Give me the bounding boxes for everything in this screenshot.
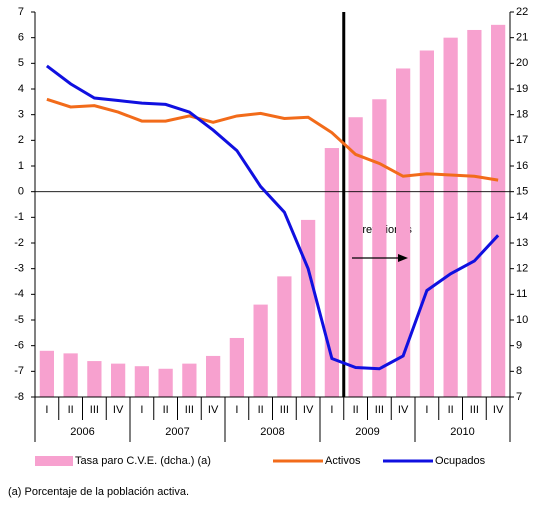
x-tick-label: III <box>280 404 289 416</box>
x-tick-label: II <box>353 404 359 416</box>
y2-tick-label: 14 <box>516 211 528 223</box>
y2-tick-label: 21 <box>516 32 528 44</box>
y2-tick-label: 8 <box>516 365 522 377</box>
y-tick-label: 0 <box>18 186 24 198</box>
bar <box>372 99 387 398</box>
bar <box>491 24 506 397</box>
bar <box>467 29 482 397</box>
y2-tick-label: 10 <box>516 314 528 326</box>
bar <box>206 355 221 397</box>
y2-tick-label: 15 <box>516 186 528 198</box>
bar <box>443 37 458 398</box>
y2-tick-label: 13 <box>516 237 528 249</box>
bar <box>348 117 363 397</box>
bar <box>158 368 173 397</box>
bar <box>182 363 197 397</box>
y-tick-label: -2 <box>14 237 24 249</box>
bar <box>134 366 149 397</box>
x-tick-label: III <box>470 404 479 416</box>
x-group-label: 2006 <box>70 426 94 438</box>
bar <box>324 148 339 397</box>
y-tick-label: 3 <box>18 109 24 121</box>
line-series <box>46 97 499 182</box>
x-tick-label: I <box>140 404 143 416</box>
y-tick-label: 6 <box>18 32 24 44</box>
bar <box>229 337 244 397</box>
x-tick-label: III <box>375 404 384 416</box>
y2-tick-label: 7 <box>516 391 522 403</box>
x-tick-label: II <box>68 404 74 416</box>
x-tick-label: I <box>45 404 48 416</box>
x-tick-label: II <box>163 404 169 416</box>
y-tick-label: 2 <box>18 134 24 146</box>
bar <box>87 361 102 397</box>
legend-swatch <box>35 456 73 466</box>
x-tick-label: III <box>185 404 194 416</box>
arrow-head <box>398 254 408 262</box>
y2-tick-label: 20 <box>516 57 528 69</box>
y-tick-label: -6 <box>14 340 24 352</box>
legend-label: Ocupados <box>435 455 486 467</box>
x-group-label: 2009 <box>355 426 379 438</box>
x-tick-label: IV <box>113 404 124 416</box>
bar <box>39 350 54 397</box>
y-tick-label: -8 <box>14 391 24 403</box>
x-tick-label: III <box>90 404 99 416</box>
x-tick-label: IV <box>493 404 504 416</box>
x-tick-label: II <box>448 404 454 416</box>
bar <box>419 50 434 397</box>
y-tick-label: 7 <box>18 6 24 18</box>
y-tick-label: -1 <box>14 211 24 223</box>
bar <box>63 353 78 397</box>
bar <box>301 219 316 397</box>
x-tick-label: II <box>258 404 264 416</box>
y2-tick-label: 9 <box>516 340 522 352</box>
bar <box>277 276 292 397</box>
y-tick-label: 1 <box>18 160 24 172</box>
x-group-label: 2007 <box>165 426 189 438</box>
x-tick-label: IV <box>208 404 219 416</box>
footnote: (a) Porcentaje de la población activa. <box>8 486 189 498</box>
bar <box>111 363 126 397</box>
y2-tick-label: 11 <box>516 288 527 300</box>
y-tick-label: -5 <box>14 314 24 326</box>
legend-label: Tasa paro C.V.E. (dcha.) (a) <box>75 455 211 467</box>
y-tick-label: -4 <box>14 288 24 300</box>
y2-tick-label: 17 <box>516 134 528 146</box>
y-tick-label: -7 <box>14 365 24 377</box>
y2-tick-label: 19 <box>516 83 528 95</box>
y-tick-label: 5 <box>18 57 24 69</box>
legend-label: Activos <box>325 455 361 467</box>
y-tick-label: -3 <box>14 263 24 275</box>
bar <box>396 68 411 397</box>
line-series <box>45 64 500 371</box>
x-tick-label: I <box>330 404 333 416</box>
bar <box>253 304 268 397</box>
y2-tick-label: 16 <box>516 160 528 172</box>
y-tick-label: 4 <box>18 83 24 95</box>
y2-tick-label: 22 <box>516 6 528 18</box>
x-tick-label: IV <box>398 404 409 416</box>
y2-tick-label: 18 <box>516 109 528 121</box>
y2-tick-label: 12 <box>516 263 528 275</box>
x-tick-label: I <box>425 404 428 416</box>
x-group-label: 2008 <box>260 426 284 438</box>
x-tick-label: I <box>235 404 238 416</box>
x-tick-label: IV <box>303 404 314 416</box>
x-group-label: 2010 <box>450 426 474 438</box>
